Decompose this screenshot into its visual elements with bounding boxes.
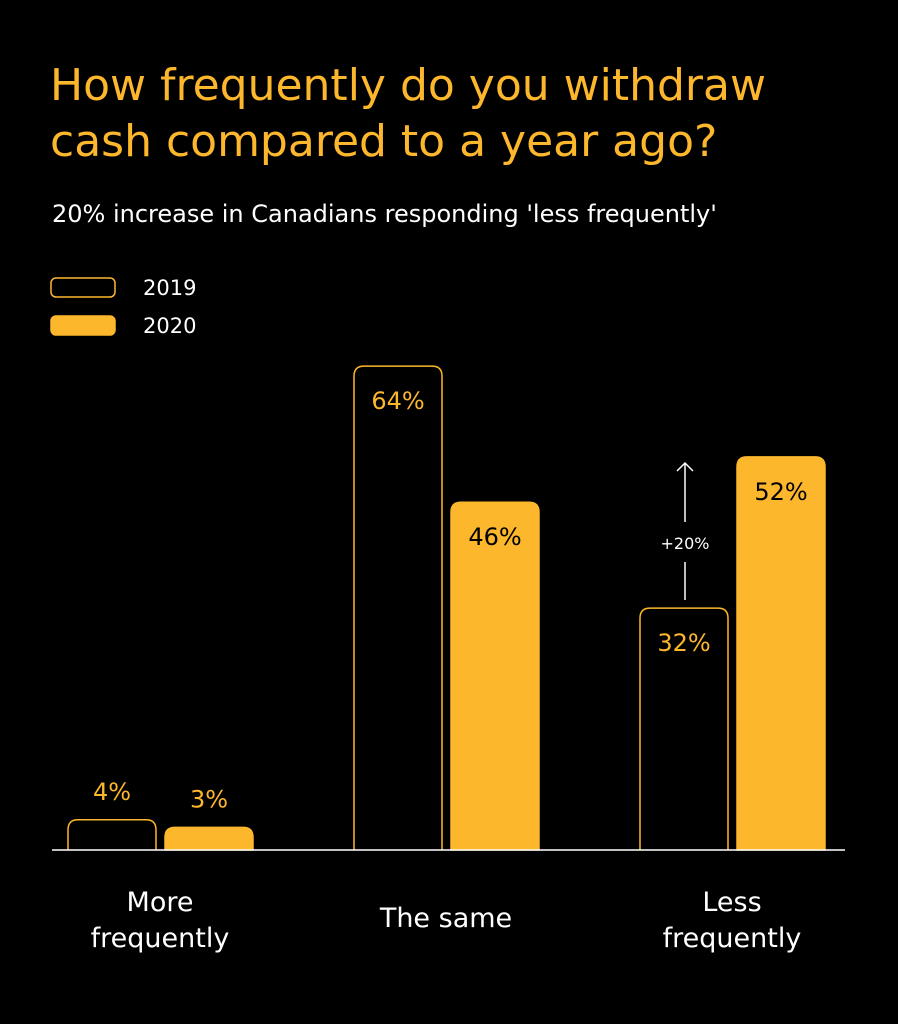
legend-label-2020: 2020 <box>143 314 196 338</box>
legend-swatch-2020 <box>50 315 116 336</box>
data-label: 4% <box>93 778 131 806</box>
bar-2019-1 <box>353 365 443 850</box>
bar-2020-1 <box>450 501 540 851</box>
legend-label-2019: 2019 <box>143 276 196 300</box>
arrow-up-icon <box>676 461 694 472</box>
annotation-label: +20% <box>661 534 710 553</box>
data-label: 52% <box>754 478 807 506</box>
category-label: More <box>127 887 194 918</box>
data-label: 3% <box>190 785 228 813</box>
data-label: 32% <box>657 629 710 657</box>
data-label: 64% <box>371 387 424 415</box>
legend-swatch-2019 <box>50 277 116 298</box>
category-label: frequently <box>91 923 230 954</box>
bar-2019-2 <box>639 607 729 850</box>
bar-2020-2 <box>736 456 826 851</box>
category-label: The same <box>379 903 512 934</box>
data-label: 46% <box>468 523 521 551</box>
category-label: Less <box>702 887 761 918</box>
bar-2020-0 <box>164 826 254 851</box>
chart-title: How frequently do you withdraw cash comp… <box>50 60 766 167</box>
bar-2019-0 <box>67 819 157 850</box>
chart-subtitle: 20% increase in Canadians responding 'le… <box>52 200 717 228</box>
category-label: frequently <box>663 923 802 954</box>
